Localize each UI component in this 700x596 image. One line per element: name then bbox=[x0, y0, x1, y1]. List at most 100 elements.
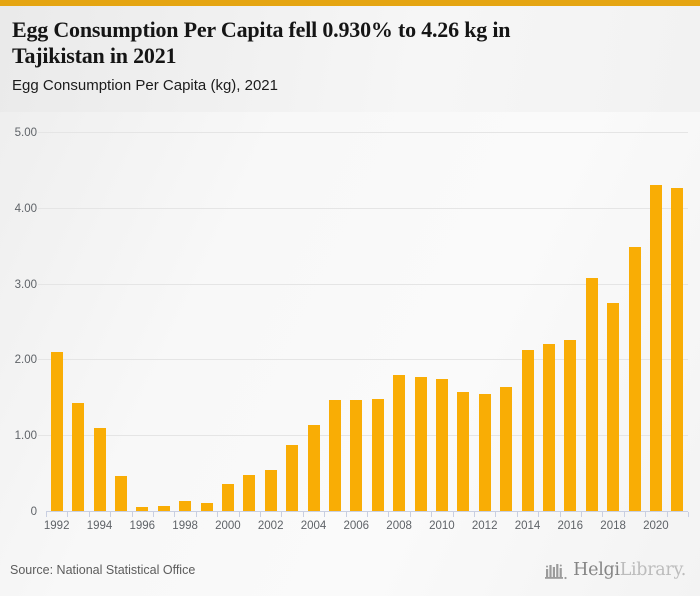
plot-area: 0 1.00 2.00 3.00 4.00 5.00 1992 1994 1996 1998 200… bbox=[15, 127, 689, 532]
top-accent-bar bbox=[0, 0, 700, 6]
bar-2001[interactable] bbox=[243, 475, 256, 511]
x-axis-label-2008: 2008 bbox=[386, 520, 412, 532]
x-axis-label-2018: 2018 bbox=[600, 520, 626, 532]
x-axis-tick bbox=[623, 512, 625, 517]
x-axis-line bbox=[46, 511, 688, 512]
page-title-line2: Tajikistan in 2021 bbox=[12, 43, 177, 69]
gridline-4.00 bbox=[38, 207, 688, 209]
x-axis-tick bbox=[131, 512, 133, 517]
helgi-logo-icon bbox=[545, 564, 567, 580]
x-axis-tick bbox=[110, 512, 112, 517]
gridline-2.00 bbox=[38, 359, 688, 361]
x-axis-label-2012: 2012 bbox=[471, 520, 498, 532]
y-axis-label-5.00: 5.00 bbox=[14, 127, 37, 139]
source-text: Source: National Statistical Office bbox=[10, 563, 196, 577]
header: Egg Consumption Per Capita fell 0.930% t… bbox=[0, 6, 700, 112]
x-axis-label-2002: 2002 bbox=[257, 520, 284, 532]
chart-subtitle: Egg Consumption Per Capita (kg), 2021 bbox=[12, 76, 278, 94]
bar-2020[interactable] bbox=[649, 185, 662, 511]
gridline-3.00 bbox=[38, 283, 688, 285]
x-axis-label-1994: 1994 bbox=[86, 520, 113, 532]
x-axis-tick bbox=[238, 512, 240, 517]
bar-2009[interactable] bbox=[414, 376, 427, 511]
x-axis-tick bbox=[324, 512, 326, 517]
gridline-1.00 bbox=[38, 435, 688, 437]
bar-2021[interactable] bbox=[671, 188, 684, 511]
x-axis-tick bbox=[260, 512, 261, 517]
y-axis-label-4.00: 4.00 bbox=[14, 202, 37, 215]
bar-2016[interactable] bbox=[564, 340, 577, 511]
x-axis-label-1998: 1998 bbox=[172, 520, 198, 532]
footer: Source: National Statistical Office Helg… bbox=[0, 540, 700, 596]
y-axis-label-3.00: 3.00 bbox=[14, 278, 37, 291]
x-axis-label-2020: 2020 bbox=[643, 520, 669, 532]
x-axis-label-2004: 2004 bbox=[300, 520, 327, 532]
x-axis-label-2016: 2016 bbox=[557, 520, 584, 532]
bar-2004[interactable] bbox=[307, 425, 320, 511]
bar-2015[interactable] bbox=[542, 344, 555, 511]
y-axis-label-2.00: 2.00 bbox=[14, 354, 37, 367]
x-axis-tick bbox=[88, 512, 90, 517]
bar-chart: 0 1.00 2.00 3.00 4.00 5.00 1992 1994 1996 1998 200… bbox=[0, 112, 700, 540]
bar-2014[interactable] bbox=[521, 349, 534, 511]
logo-text-library: Library. bbox=[619, 560, 687, 580]
bar-1997[interactable] bbox=[157, 506, 170, 511]
bar-2010[interactable] bbox=[435, 379, 448, 511]
x-axis-label-2000: 2000 bbox=[215, 520, 241, 532]
x-axis-tick bbox=[46, 512, 47, 517]
x-axis-tick bbox=[195, 512, 197, 517]
bar-2012[interactable] bbox=[478, 394, 491, 511]
bar-1993[interactable] bbox=[72, 403, 85, 511]
x-axis-tick bbox=[516, 512, 518, 517]
x-axis-tick bbox=[538, 512, 540, 517]
bar-2008[interactable] bbox=[393, 375, 406, 511]
x-axis-tick bbox=[367, 512, 368, 517]
x-axis-tick bbox=[559, 512, 561, 517]
page-title: Egg Consumption Per Capita fell 0.930% t… bbox=[12, 17, 684, 70]
x-axis-tick bbox=[174, 512, 176, 517]
bar-1996[interactable] bbox=[136, 507, 149, 511]
bar-2007[interactable] bbox=[371, 398, 384, 511]
bar-2013[interactable] bbox=[500, 386, 513, 511]
x-axis-tick bbox=[474, 512, 475, 517]
bar-1995[interactable] bbox=[114, 476, 127, 511]
bar-1994[interactable] bbox=[93, 427, 106, 511]
bar-2017[interactable] bbox=[585, 277, 598, 511]
x-axis-label-1996: 1996 bbox=[129, 520, 156, 532]
x-axis-tick bbox=[581, 512, 582, 517]
bar-2005[interactable] bbox=[328, 399, 341, 511]
x-axis-tick bbox=[217, 512, 219, 517]
bar-2003[interactable] bbox=[286, 445, 299, 511]
bar-1998[interactable] bbox=[179, 501, 192, 511]
x-axis-tick bbox=[602, 512, 604, 517]
x-axis-tick bbox=[67, 512, 69, 517]
x-axis-tick bbox=[345, 512, 347, 517]
helgi-library-logo[interactable]: HelgiLibrary. bbox=[545, 560, 686, 580]
y-axis-label-0: 0 bbox=[30, 506, 37, 518]
x-axis-tick bbox=[281, 512, 283, 517]
x-axis-label-2006: 2006 bbox=[343, 520, 370, 532]
bar-2018[interactable] bbox=[607, 302, 620, 511]
bar-2019[interactable] bbox=[628, 247, 641, 511]
x-axis-tick bbox=[409, 512, 411, 517]
x-axis-tick bbox=[431, 512, 433, 517]
bar-1992[interactable] bbox=[50, 351, 63, 511]
x-axis-tick bbox=[302, 512, 304, 517]
bar-2002[interactable] bbox=[264, 470, 277, 511]
bar-2011[interactable] bbox=[457, 392, 470, 511]
bar-2006[interactable] bbox=[350, 399, 363, 511]
x-axis-tick bbox=[153, 512, 154, 517]
x-axis-tick bbox=[688, 512, 689, 517]
page-title-line1: Egg Consumption Per Capita fell 0.930% t… bbox=[12, 17, 511, 42]
bar-2000[interactable] bbox=[221, 484, 234, 511]
y-axis-label-1.00: 1.00 bbox=[14, 430, 37, 443]
x-axis-tick bbox=[495, 512, 497, 517]
logo-text: HelgiLibrary. bbox=[573, 560, 686, 580]
bar-1999[interactable] bbox=[200, 502, 213, 511]
x-axis-label-2014: 2014 bbox=[514, 520, 541, 532]
x-axis-tick bbox=[388, 512, 390, 517]
x-axis-tick bbox=[666, 512, 668, 517]
x-axis-tick bbox=[452, 512, 454, 517]
gridline-5.00 bbox=[38, 132, 688, 133]
x-axis-label-2010: 2010 bbox=[429, 520, 455, 532]
